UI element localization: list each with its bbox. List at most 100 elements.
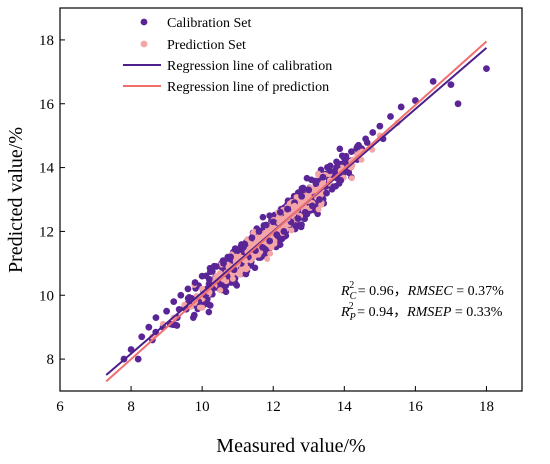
calibration-point (262, 221, 270, 229)
r2c-symbol: R (340, 284, 350, 299)
calibration-point (319, 173, 327, 181)
prediction-cloud-point (217, 287, 224, 294)
x-tick-label: 16 (408, 399, 424, 415)
calibration-point (387, 113, 394, 120)
y-tick-label: 14 (39, 161, 55, 177)
prediction-stats: RP2 = 0.94，RMSEP = 0.33% (340, 301, 503, 323)
calibration-point (294, 215, 302, 223)
y-axis-label: Predicted value/% (5, 127, 27, 273)
calibration-stats: RC2 = 0.96，RMSEC = 0.37% (340, 280, 504, 302)
plot-frame (59, 7, 523, 392)
regression-lines (105, 40, 488, 383)
legend-prediction-marker (140, 40, 148, 48)
calibration-point (220, 259, 227, 267)
calibration-point (429, 78, 437, 85)
calibration-point (454, 100, 462, 108)
prediction-cloud-point (229, 275, 236, 282)
x-tick-label: 10 (195, 399, 210, 415)
calibration-point (316, 196, 323, 203)
x-axis-label: Measured value/% (216, 435, 365, 457)
calibration-point (348, 148, 355, 156)
calibration-point (259, 243, 266, 251)
calibration-cloud-point (206, 264, 214, 272)
prediction-cloud-point (315, 170, 322, 177)
x-tick-label: 8 (127, 399, 135, 415)
y-tick-label: 10 (39, 288, 54, 304)
calibration-point (163, 307, 171, 315)
calibration-point (483, 65, 490, 73)
r2c-value: = 0.96， (354, 284, 407, 299)
prediction-regression-line (105, 40, 488, 383)
r2c-subscript: C (350, 291, 357, 302)
prediction-cloud-point (315, 206, 322, 213)
calibration-cloud-point (303, 174, 311, 182)
calibration-cloud-point (205, 308, 213, 316)
calibration-point (198, 272, 206, 280)
rmsec-value: = 0.37% (453, 284, 504, 299)
calibration-cloud-point (336, 145, 344, 153)
calibration-cloud-point (340, 159, 348, 167)
calibration-point (355, 141, 362, 149)
calibration-point (212, 263, 220, 270)
axis-ticks: 6 8 10 12 14 16 18 8 10 12 14 16 18 (39, 33, 494, 415)
rmsec-name: RMSEC (407, 284, 454, 299)
calibration-cloud-point (222, 282, 230, 290)
prediction-cloud-point (244, 265, 251, 272)
calibration-point (284, 205, 291, 213)
r2p-superscript: 2 (349, 301, 354, 312)
calibration-point (255, 228, 263, 235)
calibration-point (269, 218, 277, 226)
legend: Calibration Set Prediction Set Regressio… (123, 16, 332, 95)
calibration-point (134, 355, 142, 363)
y-tick-label: 16 (39, 97, 55, 113)
calibration-point (312, 180, 320, 187)
calibration-point (184, 285, 192, 293)
r2p-symbol: R (340, 305, 350, 320)
prediction-cloud-point (267, 250, 274, 257)
calibration-point (305, 186, 313, 194)
prediction-cloud-point (318, 201, 325, 208)
calibration-cloud-point (251, 264, 259, 272)
calibration-point (298, 192, 306, 200)
r2p-subscript: P (349, 312, 356, 323)
calibration-point (266, 237, 274, 245)
calibration-point (340, 154, 348, 162)
r2c-superscript: 2 (349, 280, 354, 291)
calibration-point (227, 253, 234, 261)
x-tick-label: 12 (266, 399, 281, 415)
legend-calibration-marker (140, 18, 148, 26)
calibration-cloud-point (190, 312, 198, 319)
calibration-cloud-point (259, 213, 267, 221)
legend-calibration-label: Calibration Set (167, 16, 251, 31)
calibration-point (276, 208, 284, 216)
rmsep-value: = 0.33% (451, 305, 502, 320)
y-tick-label: 8 (47, 352, 55, 368)
calibration-cloud-point (266, 212, 273, 219)
calibration-point (177, 291, 185, 299)
calibration-point (280, 228, 288, 235)
calibration-point (369, 129, 377, 136)
calibration-point (234, 247, 242, 254)
y-tick-label: 12 (39, 224, 54, 240)
calibration-point (330, 183, 338, 191)
rmsep-name: RMSEP (406, 305, 452, 320)
calibration-point (362, 135, 370, 143)
calibration-point (308, 202, 316, 210)
calibration-point (301, 208, 309, 216)
legend-prediction-label: Prediction Set (167, 38, 246, 53)
calibration-point (152, 314, 160, 321)
prediction-cloud-point (348, 175, 355, 182)
legend-calibration-line-label: Regression line of calibration (167, 59, 332, 74)
prediction-cloud-point (358, 156, 365, 163)
calibration-point (205, 275, 213, 283)
calibration-point (326, 167, 334, 175)
prediction-cloud-point (264, 255, 271, 262)
calibration-point (273, 231, 281, 239)
x-tick-label: 18 (479, 399, 494, 415)
r2p-value: = 0.94， (354, 305, 407, 320)
calibration-point (170, 298, 178, 306)
calibration-point (397, 103, 405, 111)
prediction-point (291, 202, 298, 209)
calibration-point (191, 279, 199, 286)
calibration-point (248, 234, 256, 242)
